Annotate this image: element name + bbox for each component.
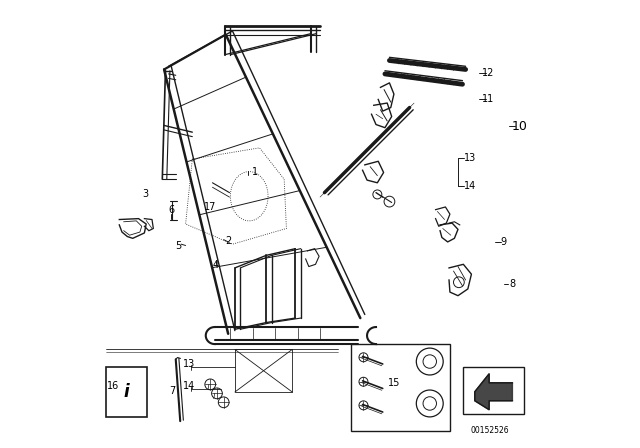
Bar xyxy=(351,344,450,431)
Text: 4: 4 xyxy=(213,260,219,270)
Text: 00152526: 00152526 xyxy=(471,426,509,435)
Text: 5: 5 xyxy=(175,241,181,250)
Bar xyxy=(106,367,147,417)
Polygon shape xyxy=(475,374,513,409)
Text: 10: 10 xyxy=(511,120,527,133)
Text: 1: 1 xyxy=(252,168,258,177)
Text: 16: 16 xyxy=(107,381,119,391)
Text: 14: 14 xyxy=(464,181,476,191)
Text: 13: 13 xyxy=(183,359,195,369)
Text: 13: 13 xyxy=(464,153,476,163)
Text: 8: 8 xyxy=(509,280,516,289)
Text: i: i xyxy=(124,383,129,401)
Text: 7: 7 xyxy=(169,386,175,396)
Text: 3: 3 xyxy=(142,189,148,198)
Text: 14: 14 xyxy=(183,381,195,391)
Text: 2: 2 xyxy=(225,236,231,246)
Bar xyxy=(463,367,524,414)
Text: 11: 11 xyxy=(482,95,494,104)
Text: 9: 9 xyxy=(500,237,507,247)
Text: 6: 6 xyxy=(168,205,174,215)
Text: 12: 12 xyxy=(482,68,494,78)
Text: 15: 15 xyxy=(388,378,400,388)
Text: 17: 17 xyxy=(204,202,216,212)
